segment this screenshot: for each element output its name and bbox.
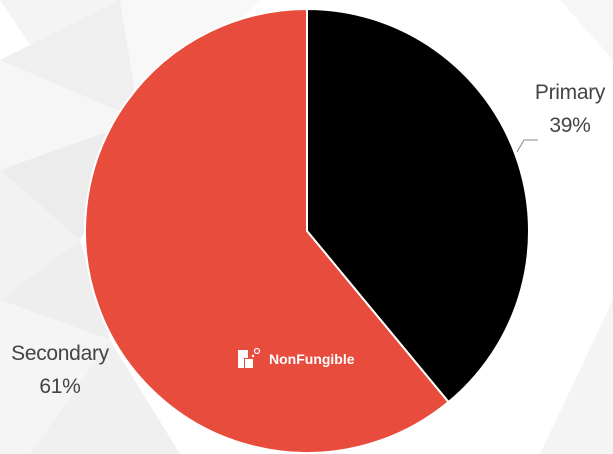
bg-polygon — [0, 300, 110, 454]
pie-slice-primary — [306, 7, 530, 404]
bg-polygon — [30, 340, 180, 454]
pie-slice-secondary — [84, 7, 450, 454]
slice-label-primary-name: Primary — [535, 81, 606, 104]
bg-polygon — [0, 0, 140, 120]
bg-polygon — [0, 170, 80, 300]
bg-polygon — [560, 0, 613, 60]
watermark: NonFungible — [235, 346, 355, 372]
nonfungible-logo-icon — [238, 347, 261, 368]
slice-label-secondary-value: 61% — [39, 375, 80, 398]
bg-polygon — [0, 60, 140, 170]
slice-label-secondary-name: Secondary — [11, 342, 109, 365]
watermark-text: NonFungible — [269, 351, 355, 367]
slice-label-primary-value: 39% — [549, 114, 590, 137]
bg-polygon — [0, 240, 110, 340]
bg-polygon — [540, 300, 613, 454]
leader-line-primary — [516, 139, 538, 153]
pie-slices — [84, 7, 530, 454]
